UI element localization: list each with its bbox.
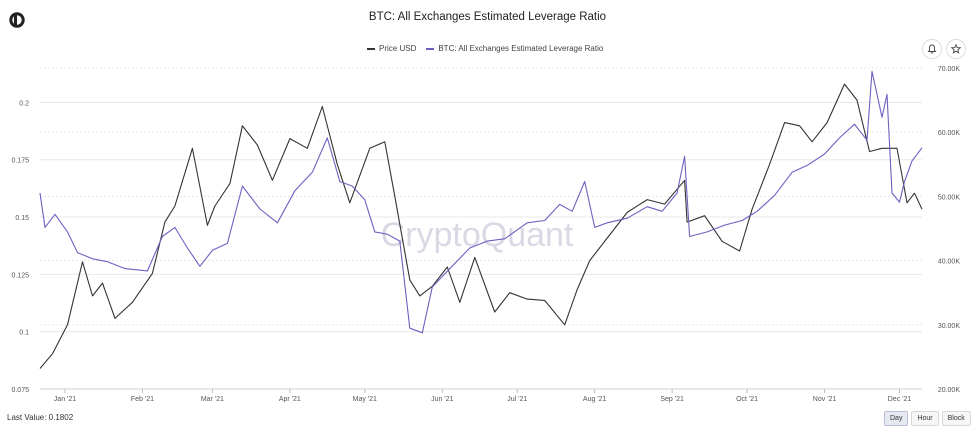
y-left-tick-label: 0.175 xyxy=(11,158,29,165)
x-tick-label: Jan '21 xyxy=(54,396,76,403)
leverage-series-line xyxy=(39,70,923,334)
y-right-tick-label: 50.00K xyxy=(938,194,961,201)
x-tick-label: Mar '21 xyxy=(201,396,224,403)
bell-icon xyxy=(927,44,937,54)
y-right-tick-label: 70.00K xyxy=(938,66,961,73)
x-tick-label: Apr '21 xyxy=(279,396,301,403)
notification-button[interactable] xyxy=(922,39,942,59)
x-tick-label: Aug '21 xyxy=(583,396,607,403)
range-hour-button[interactable]: Hour xyxy=(911,411,939,426)
x-tick-label: Oct '21 xyxy=(736,396,758,403)
favorite-button[interactable] xyxy=(946,39,966,59)
y-left-tick-label: 0.15 xyxy=(15,215,29,222)
x-tick-label: Jul '21 xyxy=(507,396,527,403)
y-right-tick-label: 40.00K xyxy=(938,259,961,266)
last-value-number: 0.1802 xyxy=(48,413,74,422)
chart-title: BTC: All Exchanges Estimated Leverage Ra… xyxy=(368,11,607,23)
range-block-button[interactable]: Block xyxy=(941,411,971,426)
range-selector: Day Hour Block xyxy=(884,411,971,426)
legend-label-price: Price USD xyxy=(379,44,417,53)
x-tick-label: Dec '21 xyxy=(888,396,912,403)
last-value-label: Last Value: xyxy=(7,413,47,422)
x-tick-label: Nov '21 xyxy=(813,396,837,403)
y-left-tick-label: 0.075 xyxy=(11,387,29,394)
y-right-tick-label: 20.00K xyxy=(938,387,961,394)
y-left-tick-label: 0.125 xyxy=(11,272,29,279)
y-right-tick-label: 30.00K xyxy=(938,323,961,330)
x-tick-label: May '21 xyxy=(353,396,377,403)
range-day-button[interactable]: Day xyxy=(884,411,909,426)
y-left-tick-label: 0.1 xyxy=(19,330,29,337)
watermark: CryptoQuant xyxy=(381,216,574,254)
x-tick-label: Sep '21 xyxy=(660,396,684,403)
legend: Price USD BTC: All Exchanges Estimated L… xyxy=(367,44,603,53)
legend-item-price[interactable]: Price USD xyxy=(367,44,416,53)
price-series-line xyxy=(39,83,923,369)
legend-swatch-leverage xyxy=(426,47,435,50)
y-right-tick-label: 60.00K xyxy=(938,130,961,137)
y-left-tick-label: 0.2 xyxy=(19,100,29,107)
star-icon xyxy=(951,44,961,54)
cryptoquant-logo-icon xyxy=(9,12,25,28)
x-tick-label: Feb '21 xyxy=(131,396,154,403)
last-value: Last Value: 0.1802 xyxy=(7,413,73,422)
x-tick-label: Jun '21 xyxy=(431,396,453,403)
legend-item-leverage[interactable]: BTC: All Exchanges Estimated Leverage Ra… xyxy=(426,44,603,53)
legend-label-leverage: BTC: All Exchanges Estimated Leverage Ra… xyxy=(438,44,604,53)
legend-swatch-price xyxy=(367,47,375,50)
